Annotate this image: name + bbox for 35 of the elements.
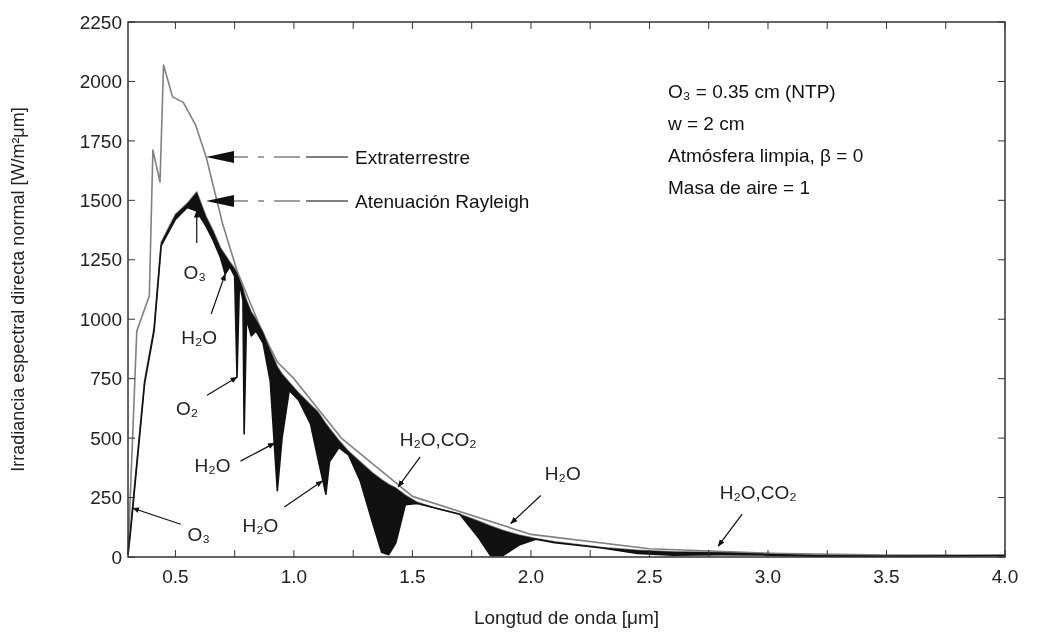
x-tick-label: 3.5 bbox=[873, 566, 900, 587]
annotation: O₃ bbox=[187, 523, 211, 545]
annotation: O₃ bbox=[183, 261, 206, 283]
annotation: O₂ bbox=[175, 397, 199, 419]
annotation: Masa de aire = 1 bbox=[668, 177, 811, 198]
legend-label: Extraterrestre bbox=[355, 146, 471, 168]
annotation: H₂O,CO₂ bbox=[719, 481, 797, 503]
y-tick-label: 1500 bbox=[79, 189, 122, 211]
y-tick-label: 1000 bbox=[79, 308, 122, 330]
y-axis-title: Irradiancia espectral directa normal [W/m²μm] bbox=[8, 107, 28, 472]
y-tick-label: 500 bbox=[90, 427, 122, 449]
annotation: O₃ = 0.35 cm (NTP) bbox=[668, 81, 836, 102]
y-tick-label: 1250 bbox=[79, 249, 122, 271]
x-tick-label: 4.0 bbox=[991, 566, 1019, 587]
x-tick-label: 1.5 bbox=[399, 566, 426, 587]
x-tick-label: 2.5 bbox=[636, 566, 663, 587]
annotation: H₂O,CO₂ bbox=[399, 428, 477, 450]
annotation: Atmósfera limpia, β = 0 bbox=[668, 145, 864, 166]
y-tick-label: 250 bbox=[90, 487, 122, 509]
annotation: H₂O bbox=[194, 454, 231, 476]
x-axis-title: Longtud de onda [μm] bbox=[473, 607, 660, 628]
x-tick-label: 3.0 bbox=[754, 566, 782, 587]
x-tick-label: 2.0 bbox=[517, 566, 545, 587]
annotation: w = 2 cm bbox=[667, 113, 745, 134]
annotation: H₂O bbox=[242, 514, 279, 536]
x-tick-label: 1.0 bbox=[280, 566, 308, 587]
y-tick-label: 2250 bbox=[79, 11, 122, 33]
y-tick-label: 0 bbox=[111, 546, 122, 568]
legend-label: Atenuación Rayleigh bbox=[355, 190, 530, 212]
annotation: H₂O bbox=[181, 326, 218, 348]
y-tick-label: 750 bbox=[90, 368, 122, 390]
annotation: H₂O bbox=[544, 463, 581, 485]
y-tick-label: 1750 bbox=[79, 130, 122, 152]
x-tick-label: 0.5 bbox=[162, 566, 189, 587]
y-tick-label: 2000 bbox=[79, 71, 122, 93]
